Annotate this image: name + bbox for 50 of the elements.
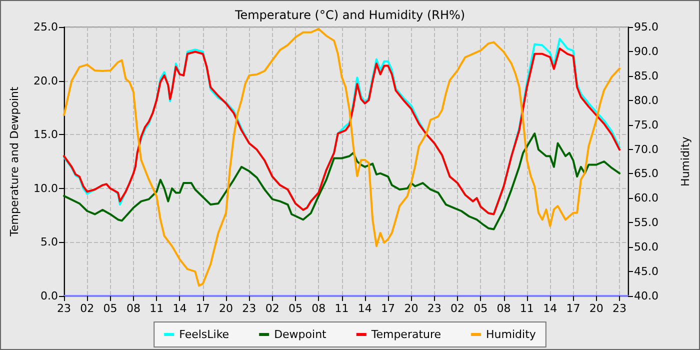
y-tick-label: 5.0: [40, 236, 58, 249]
x-tick-label: 14: [543, 302, 558, 315]
y2-tick-label: 40.0: [634, 290, 658, 302]
x-tick-label: 05: [103, 302, 118, 315]
x-tick-label: 20: [219, 302, 234, 315]
x-tick-label: 20: [404, 302, 418, 315]
legend-label: Dewpoint: [274, 328, 328, 341]
x-tick-label: 14: [172, 302, 187, 315]
x-tick-label: 14: [358, 302, 372, 315]
y2-tick-label: 65.0: [634, 167, 658, 180]
x-tick-label: 08: [312, 302, 326, 315]
y-axis-title: Temperature and Dewpoint: [8, 86, 21, 238]
y2-tick-label: 70.0: [634, 142, 658, 156]
y2-tick-label: 60.0: [634, 192, 658, 205]
y-tick-label: 15.0: [34, 128, 58, 142]
y2-tick-label: 45.0: [634, 265, 658, 278]
x-tick-label: 05: [474, 302, 488, 315]
x-tick-label: 08: [496, 302, 511, 315]
x-tick-label: 05: [288, 302, 302, 315]
y-tick-label: 20.0: [34, 74, 58, 88]
x-tick-label: 11: [150, 302, 164, 315]
x-tick-label: 17: [381, 302, 396, 315]
x-tick-label: 02: [265, 302, 280, 315]
y2-tick-label: 90.0: [634, 44, 658, 58]
y2-tick-label: 55.0: [634, 216, 658, 230]
x-tick-label: 23: [242, 302, 256, 315]
legend-label: Humidity: [486, 328, 536, 341]
x-tick-label: 02: [80, 302, 94, 315]
y-tick-label: 25.0: [34, 20, 58, 34]
y2-axis-title: Humidity: [679, 136, 692, 186]
x-tick-label: 23: [427, 302, 442, 315]
x-tick-label: 02: [450, 302, 464, 315]
legend-label: FeelsLike: [179, 328, 230, 341]
x-tick-label: 20: [589, 302, 604, 315]
y2-tick-label: 75.0: [634, 118, 658, 132]
x-tick-label: 11: [520, 302, 534, 315]
y-tick-label: 10.0: [34, 182, 58, 195]
y2-tick-label: 85.0: [634, 69, 658, 82]
x-tick-label: 23: [612, 302, 627, 315]
y-tick-label: 0.0: [40, 290, 58, 302]
y2-tick-label: 80.0: [634, 94, 658, 107]
x-tick-label: 08: [126, 302, 140, 315]
legend-label: Temperature: [370, 328, 442, 341]
y2-tick-label: 50.0: [634, 240, 658, 254]
x-tick-label: 17: [566, 302, 580, 315]
x-tick-label: 11: [334, 302, 349, 315]
y2-tick-label: 95.0: [634, 20, 658, 34]
x-tick-label: 17: [196, 302, 210, 315]
chart-title: Temperature (°C) and Humidity (RH%): [234, 8, 466, 22]
x-tick-label: 23: [57, 302, 71, 315]
